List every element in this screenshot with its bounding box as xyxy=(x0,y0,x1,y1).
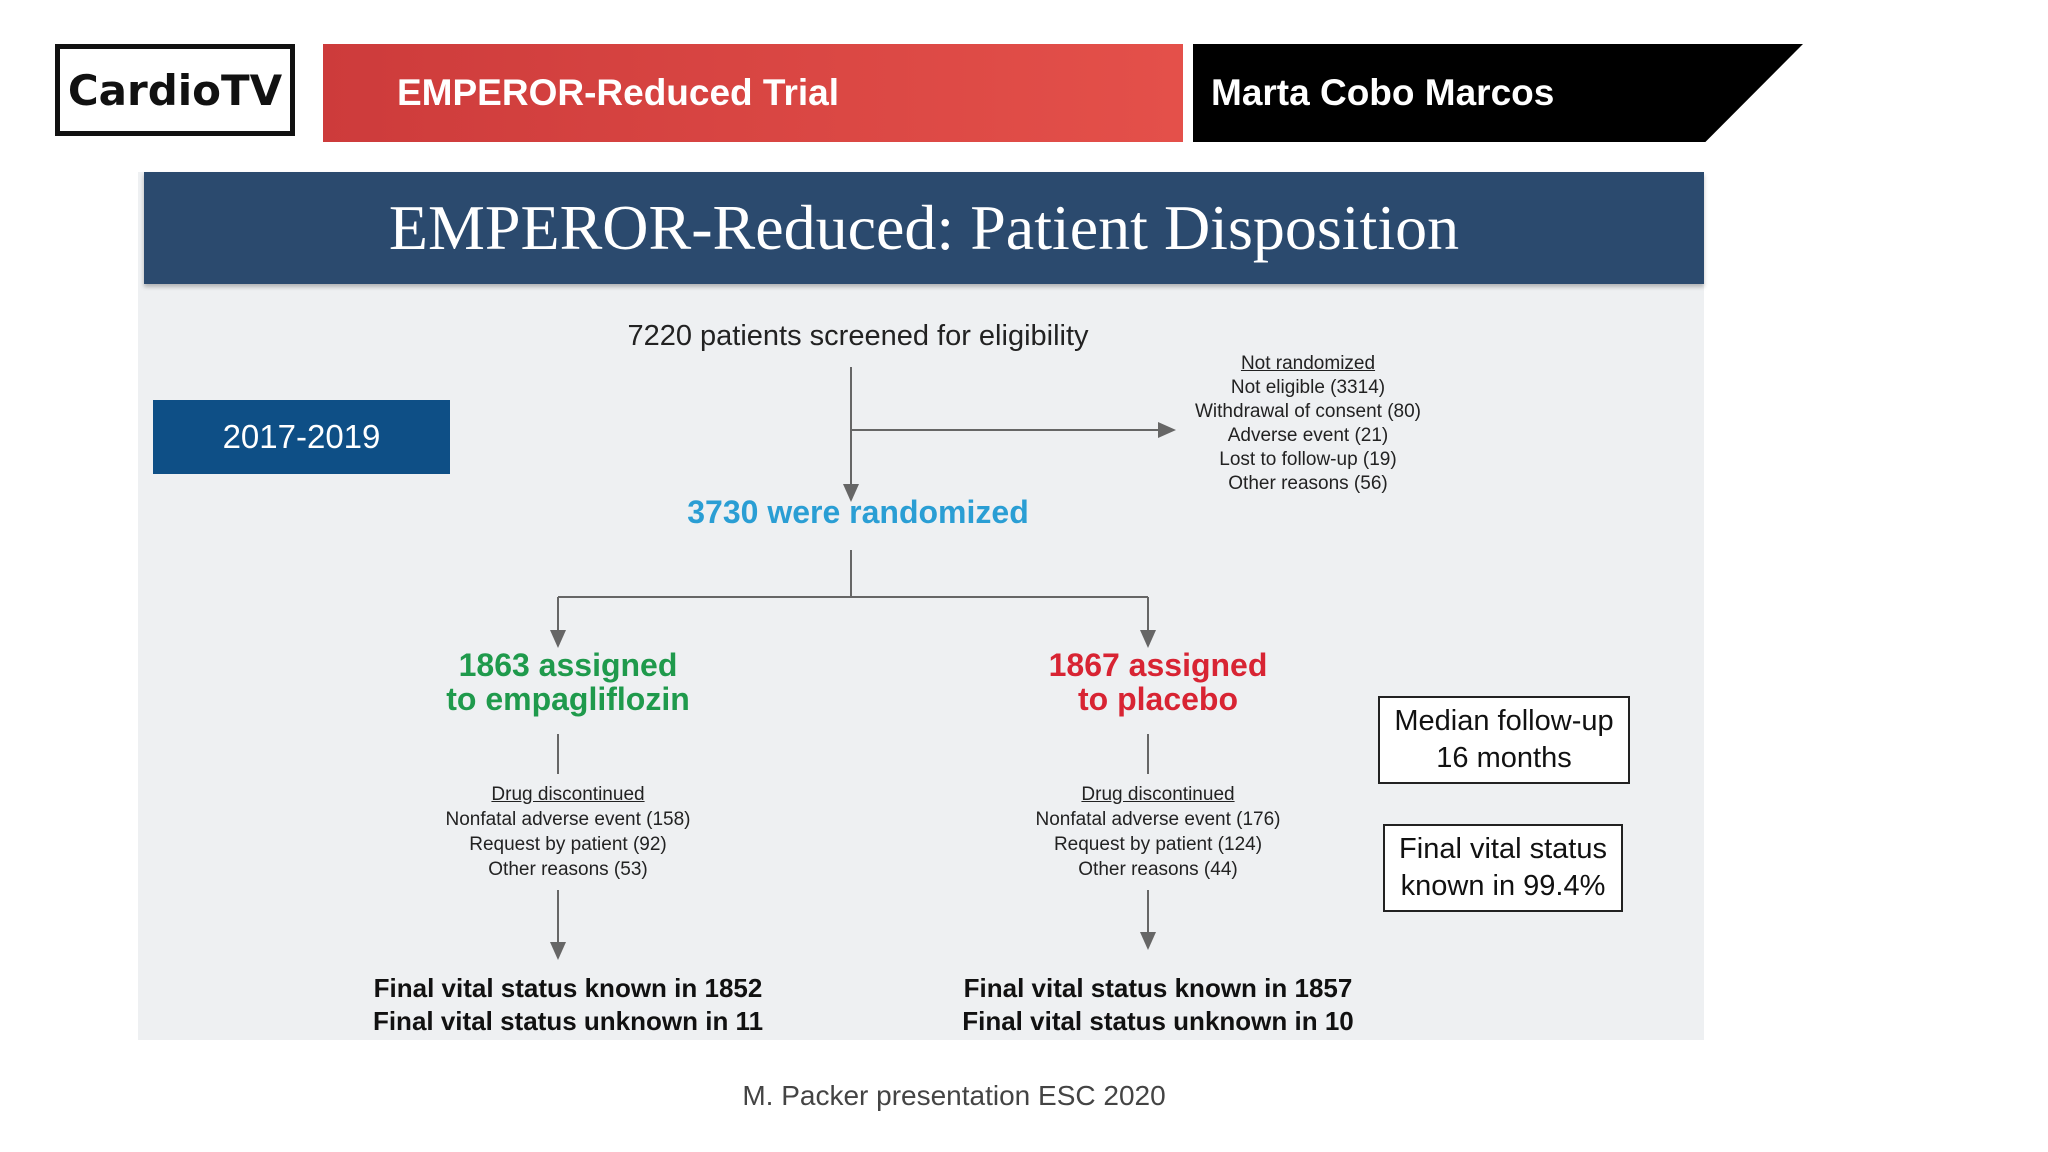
empagliflozin-final-known: Final vital status known in 1852 xyxy=(373,973,763,1003)
median-followup-line1: Median follow-up xyxy=(1394,705,1614,737)
source-caption: M. Packer presentation ESC 2020 xyxy=(742,1080,1166,1111)
not-randomized-title: Not randomized xyxy=(1240,353,1376,374)
median-followup-box: Median follow-up 16 months xyxy=(1378,696,1630,784)
empagliflozin-final-status: Final vital status known in 1852 Final v… xyxy=(338,972,798,1038)
final-vital-status-line1: Final vital status xyxy=(1399,833,1607,865)
discontinued-item: Other reasons (44) xyxy=(1078,859,1238,880)
empagliflozin-discontinued-title: Drug discontinued xyxy=(491,784,645,805)
discontinued-item: Nonfatal adverse event (176) xyxy=(1035,809,1281,830)
years-badge: 2017-2019 xyxy=(153,400,450,474)
median-followup-line2: 16 months xyxy=(1436,742,1572,774)
final-vital-status-box: Final vital status known in 99.4% xyxy=(1383,824,1623,912)
discontinued-item: Request by patient (124) xyxy=(1053,834,1263,855)
not-randomized-block: Not randomized Not eligible (3314) Withd… xyxy=(1158,352,1458,496)
trial-title: EMPEROR-Reduced Trial xyxy=(397,72,840,113)
presenter-name: Marta Cobo Marcos xyxy=(1211,72,1555,113)
not-randomized-item: Adverse event (21) xyxy=(1227,425,1389,446)
randomized-label: 3730 were randomized xyxy=(687,494,1029,530)
discontinued-item: Request by patient (92) xyxy=(469,834,667,855)
placebo-arm: 1867 assigned to placebo xyxy=(978,648,1338,716)
discontinued-item: Other reasons (53) xyxy=(488,859,648,880)
empagliflozin-arm-line1: 1863 assigned xyxy=(458,647,678,683)
discontinued-item: Nonfatal adverse event (158) xyxy=(445,809,691,830)
empagliflozin-final-unknown: Final vital status unknown in 11 xyxy=(372,1006,764,1036)
placebo-discontinued-title: Drug discontinued xyxy=(1081,784,1235,805)
empagliflozin-arm-line2: to empagliflozin xyxy=(446,681,690,717)
placebo-arm-line2: to placebo xyxy=(1077,681,1238,717)
slide-panel: EMPEROR-Reduced: Patient Disposition 201… xyxy=(138,172,1704,1040)
trial-title-banner: EMPEROR-Reduced Trial xyxy=(323,44,1183,142)
not-randomized-item: Not eligible (3314) xyxy=(1230,377,1386,398)
flow-connectors xyxy=(550,367,1176,960)
placebo-final-unknown: Final vital status unknown in 10 xyxy=(962,1006,1354,1036)
not-randomized-item: Withdrawal of consent (80) xyxy=(1195,401,1421,422)
placebo-final-status: Final vital status known in 1857 Final v… xyxy=(928,972,1388,1038)
screened-label: 7220 patients screened for eligibility xyxy=(627,320,1089,352)
empagliflozin-discontinued: Drug discontinued Nonfatal adverse event… xyxy=(388,782,748,882)
slide-title: EMPEROR-Reduced: Patient Disposition xyxy=(144,172,1704,284)
not-randomized-item: Other reasons (56) xyxy=(1228,473,1388,494)
cardiotv-logo: CardioTV xyxy=(55,44,295,136)
placebo-final-known: Final vital status known in 1857 xyxy=(963,973,1353,1003)
empagliflozin-arm: 1863 assigned to empagliflozin xyxy=(388,648,748,716)
final-vital-status-line2: known in 99.4% xyxy=(1400,870,1606,902)
presenter-banner: Marta Cobo Marcos xyxy=(1193,44,1803,142)
placebo-discontinued: Drug discontinued Nonfatal adverse event… xyxy=(978,782,1338,882)
placebo-arm-line1: 1867 assigned xyxy=(1048,647,1268,683)
not-randomized-item: Lost to follow-up (19) xyxy=(1219,449,1397,470)
